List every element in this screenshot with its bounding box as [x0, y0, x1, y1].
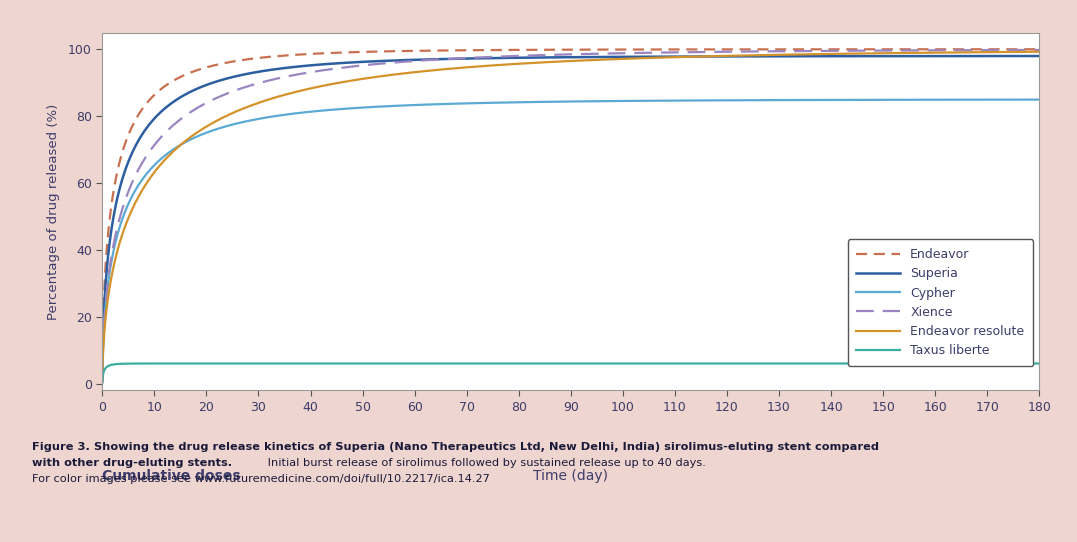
Text: with other drug-eluting stents.: with other drug-eluting stents.: [32, 458, 233, 468]
Text: Initial burst release of sirolimus followed by sustained release up to 40 days.: Initial burst release of sirolimus follo…: [264, 458, 705, 468]
Y-axis label: Percentage of drug released (%): Percentage of drug released (%): [46, 104, 59, 319]
Text: Figure 3. Showing the drug release kinetics of Superia (Nano Therapeutics Ltd, N: Figure 3. Showing the drug release kinet…: [32, 442, 879, 451]
Text: Time (day): Time (day): [533, 469, 609, 483]
Text: For color images please see www.futuremedicine.com/doi/full/10.2217/ica.14.27: For color images please see www.futureme…: [32, 474, 490, 484]
Legend: Endeavor, Superia, Cypher, Xience, Endeavor resolute, Taxus liberte: Endeavor, Superia, Cypher, Xience, Endea…: [848, 240, 1033, 366]
Text: Cumulative doses: Cumulative doses: [102, 469, 241, 483]
